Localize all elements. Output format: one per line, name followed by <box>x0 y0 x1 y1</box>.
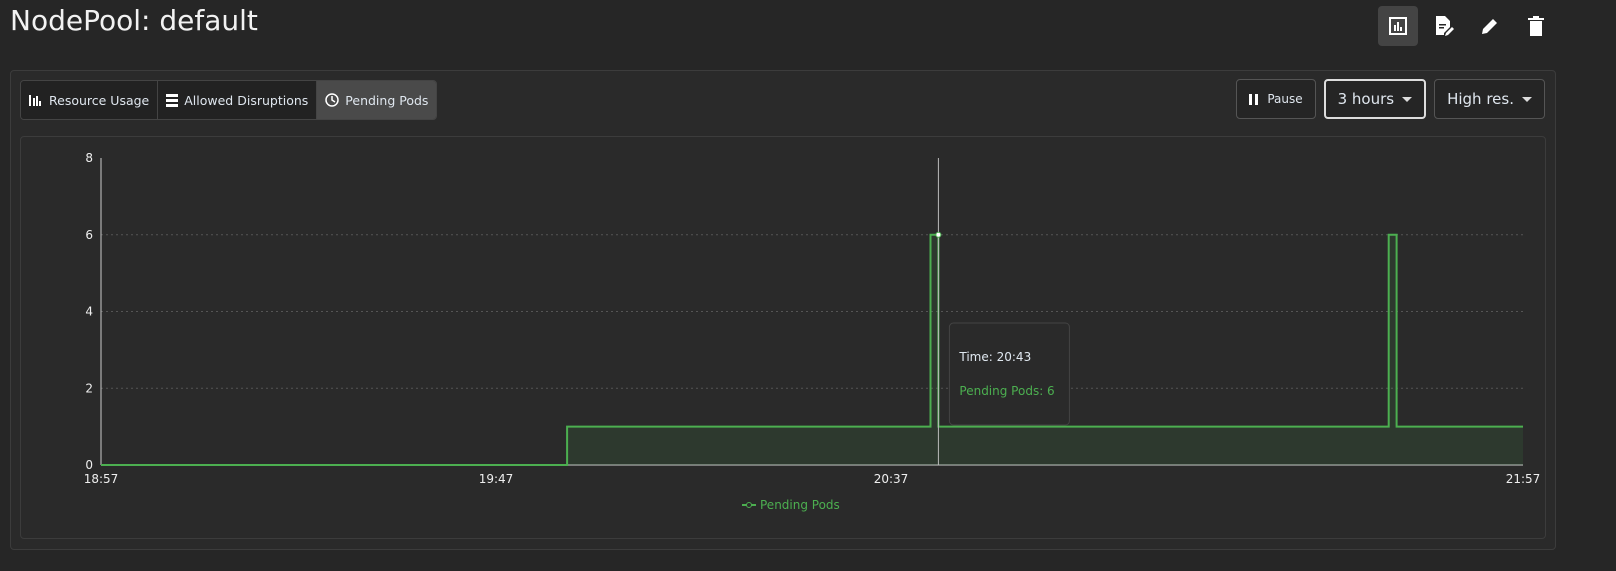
y-tick-label: 6 <box>85 228 93 242</box>
x-tick-label: 21:57 <box>1506 472 1541 486</box>
series-area <box>101 234 1523 465</box>
tab-pending-pods[interactable]: Pending Pods <box>317 81 437 119</box>
resolution-select[interactable]: High res. <box>1434 79 1545 119</box>
legend-marker-dot <box>746 502 752 508</box>
pause-icon <box>1249 93 1259 105</box>
tab-label: Allowed Disruptions <box>184 92 309 108</box>
delete-button[interactable] <box>1516 6 1556 46</box>
chart-container: 0 2 4 6 8 18:57 19:47 20:37 21:57 Time: 20:43 Pend… <box>20 136 1546 539</box>
pending-pods-chart: 0 2 4 6 8 18:57 19:47 20:37 21:57 Time: 20:43 Pend… <box>84 151 1541 512</box>
page-title: NodePool: default <box>10 4 258 37</box>
tab-label: Resource Usage <box>49 92 150 108</box>
x-tick-label: 18:57 <box>84 472 119 486</box>
tooltip-time: Time: 20:43 <box>958 350 1031 364</box>
bar-chart-icon <box>29 95 41 106</box>
edit-document-icon <box>1436 16 1454 36</box>
chevron-down-icon <box>1402 96 1413 102</box>
y-tick-label: 2 <box>85 381 93 395</box>
metrics-tabs: Resource Usage Allowed Disruptions Pendi… <box>20 80 438 120</box>
trash-icon <box>1528 16 1544 36</box>
tab-label: Pending Pods <box>345 92 429 108</box>
tab-allowed-disruptions[interactable]: Allowed Disruptions <box>158 81 318 119</box>
edit-button[interactable] <box>1470 6 1510 46</box>
bar-chart-icon <box>1389 17 1407 35</box>
time-range-select[interactable]: 3 hours <box>1323 79 1427 119</box>
y-tick-label: 8 <box>85 151 93 165</box>
time-range-value: 3 hours <box>1337 90 1395 108</box>
legend-item[interactable]: Pending Pods <box>760 498 840 512</box>
y-tick-label: 4 <box>85 305 93 319</box>
tooltip-value: Pending Pods: 6 <box>959 384 1054 398</box>
pencil-icon <box>1482 19 1497 34</box>
x-tick-label: 20:37 <box>874 472 909 486</box>
metrics-panel: Resource Usage Allowed Disruptions Pendi… <box>10 70 1556 550</box>
pause-button[interactable]: Pause <box>1236 79 1316 119</box>
chevron-down-icon <box>1522 96 1532 102</box>
resolution-value: High res. <box>1447 90 1514 108</box>
clock-icon <box>325 93 340 107</box>
chart-controls: Pause 3 hours High res. <box>1236 79 1545 119</box>
hover-point <box>935 231 942 238</box>
metrics-button[interactable] <box>1378 6 1418 46</box>
tab-resource-usage[interactable]: Resource Usage <box>21 81 159 119</box>
pause-label: Pause <box>1267 92 1303 106</box>
edit-yaml-button[interactable] <box>1424 6 1464 46</box>
y-tick-label: 0 <box>85 458 93 472</box>
header-actions <box>1378 6 1556 46</box>
server-stack-icon <box>166 93 179 107</box>
tooltip <box>948 322 1070 426</box>
x-tick-label: 19:47 <box>479 472 514 486</box>
